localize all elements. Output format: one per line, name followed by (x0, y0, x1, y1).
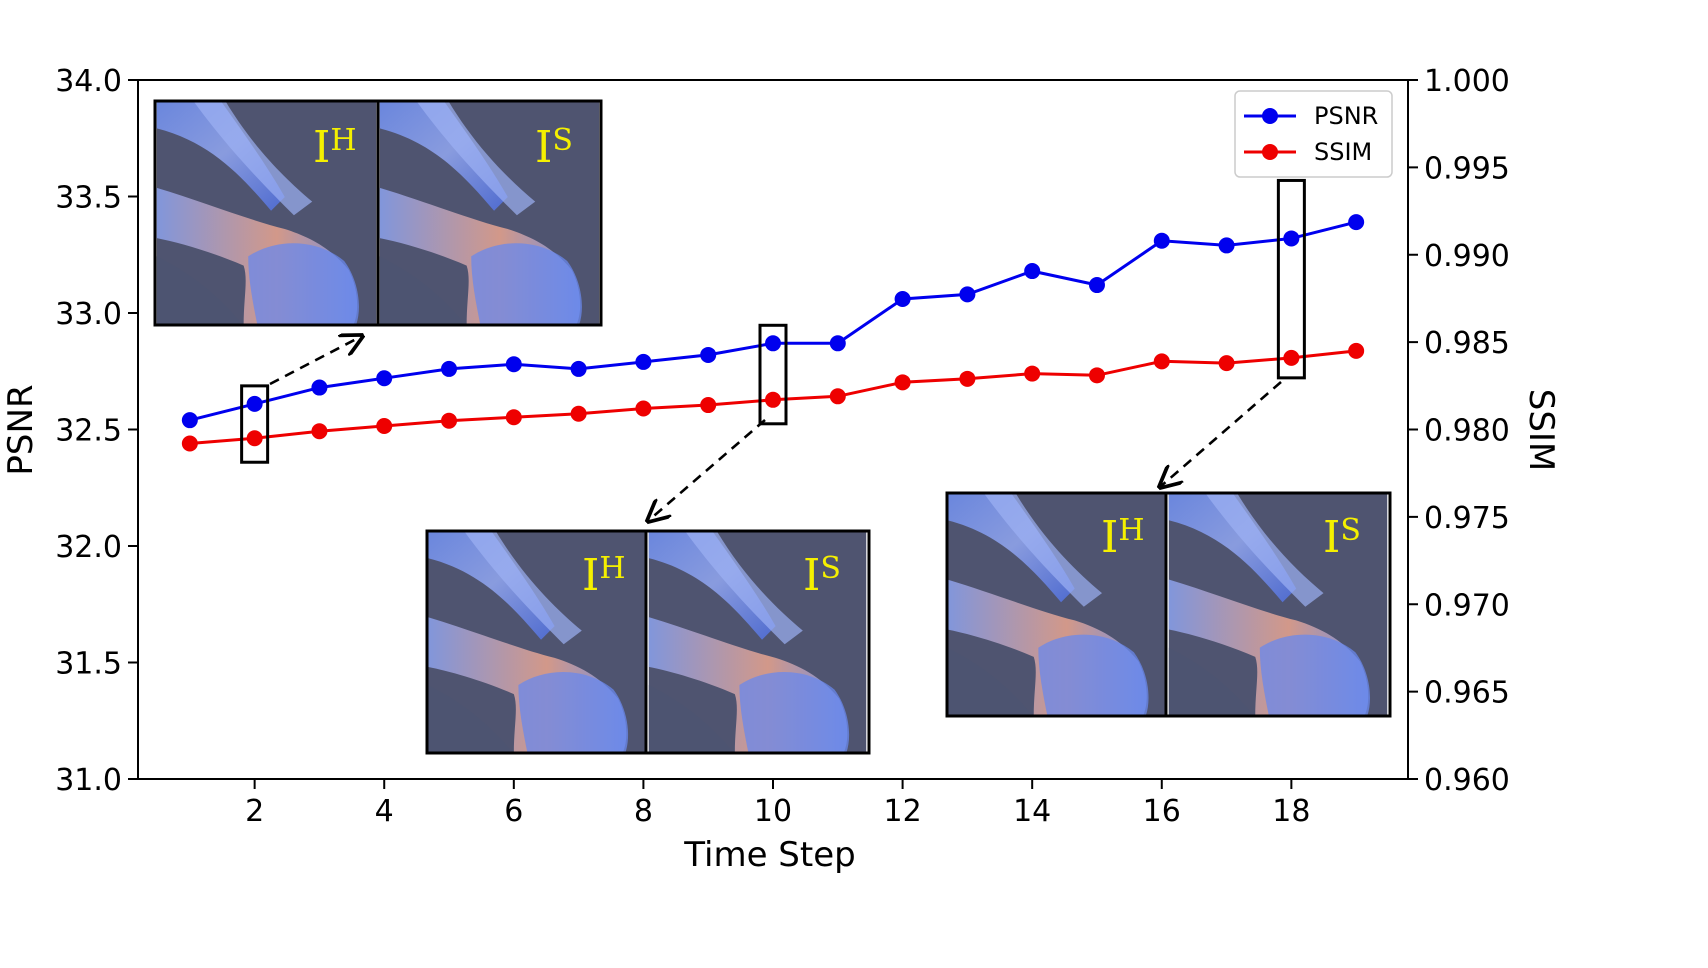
data-point-ssim (635, 400, 652, 417)
data-point-psnr (311, 379, 328, 396)
right-tick-label: 0.985 (1424, 326, 1510, 361)
data-point-ssim (829, 388, 846, 405)
highlight-box-step10 (758, 323, 788, 426)
legend-psnr-label: PSNR (1314, 102, 1378, 130)
data-point-ssim (1218, 355, 1235, 372)
left-tick-label: 33.0 (55, 297, 122, 332)
data-point-psnr (700, 346, 717, 363)
data-point-ssim (1153, 353, 1170, 370)
x-axis-label: Time Step (683, 835, 855, 875)
data-point-psnr (181, 412, 198, 429)
legend-ssim-marker (1262, 144, 1278, 160)
data-point-psnr (1153, 232, 1170, 249)
series-layer (181, 214, 1365, 452)
inset-step10-label-s: IS (803, 550, 841, 601)
callout-arrows (269, 336, 1282, 521)
left-tick-label: 32.5 (55, 414, 122, 449)
left-tick-label: 31.5 (55, 647, 122, 682)
x-tick-label: 6 (504, 794, 523, 829)
right-tick-label: 0.975 (1424, 501, 1510, 536)
data-point-ssim (765, 391, 781, 408)
data-point-psnr (1348, 214, 1365, 231)
data-point-psnr (959, 286, 976, 303)
callout-arrow-step10 (648, 419, 766, 521)
x-tick-label: 2 (245, 794, 264, 829)
x-tick-label: 18 (1272, 794, 1310, 829)
inset-step18-frame (945, 491, 1392, 718)
inset-step10: IH IS (425, 529, 871, 755)
right-tick-label: 0.995 (1424, 151, 1510, 186)
x-axis-ticks: 2 4 6 8 10 12 14 16 18 (245, 779, 1310, 829)
x-tick-label: 16 (1143, 794, 1181, 829)
x-tick-label: 12 (883, 794, 921, 829)
data-point-ssim (311, 423, 328, 440)
right-tick-label: 0.960 (1424, 763, 1510, 798)
x-tick-label: 14 (1013, 794, 1051, 829)
data-point-ssim (246, 430, 263, 447)
data-point-psnr (441, 360, 458, 377)
left-tick-label: 34.0 (55, 64, 122, 99)
data-point-ssim (1088, 367, 1105, 384)
right-tick-label: 0.970 (1424, 588, 1510, 623)
right-tick-label: 0.965 (1424, 676, 1510, 711)
data-point-ssim (1348, 342, 1365, 359)
data-point-psnr (894, 291, 911, 308)
left-axis-label: PSNR (1, 384, 41, 475)
x-tick-label: 10 (754, 794, 792, 829)
data-point-psnr (246, 395, 263, 412)
data-point-ssim (894, 374, 911, 391)
data-point-psnr (376, 370, 393, 387)
data-point-psnr (635, 353, 652, 370)
legend-psnr-marker (1262, 108, 1278, 124)
highlight-box-step2 (240, 384, 270, 464)
left-axis-ticks: 31.0 31.5 32.0 32.5 33.0 33.5 34.0 (55, 64, 138, 798)
highlight-layer (240, 178, 1306, 464)
callout-arrow-step2 (269, 336, 362, 386)
right-tick-label: 1.000 (1424, 64, 1510, 99)
inset-step2: IH IS (153, 99, 603, 327)
right-tick-label: 0.980 (1424, 414, 1510, 449)
data-point-psnr (1024, 263, 1041, 280)
inset-step2-label-h: IH (313, 122, 357, 173)
callout-arrow-step18 (1160, 381, 1282, 487)
right-tick-label: 0.990 (1424, 239, 1510, 274)
data-point-ssim (1024, 365, 1041, 382)
inset-step18-label-h: IH (1101, 512, 1145, 563)
inset-step18: IH IS (945, 491, 1392, 718)
inset-step18-label-s: IS (1323, 512, 1361, 563)
legend-ssim-label: SSIM (1314, 138, 1372, 166)
inset-step10-frame (425, 529, 871, 755)
right-axis-label: SSIM (1521, 389, 1561, 472)
data-point-ssim (570, 405, 587, 422)
data-point-ssim (376, 418, 393, 435)
inset-step10-label-h: IH (582, 550, 626, 601)
data-point-psnr (1218, 237, 1235, 254)
data-point-ssim (1283, 349, 1300, 366)
data-point-ssim (959, 370, 976, 387)
inset-step2-label-s: IS (535, 122, 573, 173)
data-point-psnr (1088, 277, 1105, 294)
data-point-ssim (700, 397, 717, 414)
data-point-ssim (505, 409, 522, 426)
right-axis-ticks: 0.960 0.965 0.970 0.975 0.980 0.985 0.990 0.995… (1408, 64, 1510, 798)
legend: PSNR SSIM (1234, 90, 1393, 178)
data-point-psnr (570, 360, 587, 377)
data-point-ssim (441, 412, 458, 429)
data-point-psnr (765, 335, 781, 352)
x-tick-label: 8 (634, 794, 653, 829)
x-tick-label: 4 (375, 794, 394, 829)
left-tick-label: 31.0 (55, 763, 122, 798)
left-tick-label: 32.0 (55, 530, 122, 565)
data-point-psnr (1283, 230, 1300, 247)
left-tick-label: 33.5 (55, 181, 122, 216)
data-point-ssim (181, 435, 198, 452)
data-point-psnr (505, 356, 522, 373)
highlight-box-step18 (1276, 178, 1306, 380)
data-point-psnr (829, 335, 846, 352)
